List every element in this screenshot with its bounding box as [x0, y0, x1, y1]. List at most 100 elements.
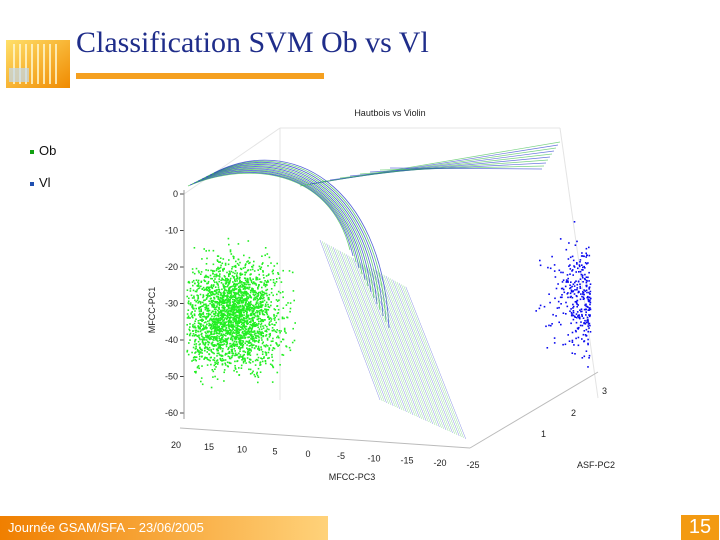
- data-point: [237, 286, 240, 289]
- data-point: [219, 330, 222, 333]
- data-point: [203, 276, 206, 279]
- legend-item-vl: Vl: [30, 175, 51, 190]
- data-point: [207, 309, 209, 311]
- data-point: [222, 341, 224, 343]
- data-point: [227, 322, 230, 324]
- x-tick-label: -25: [466, 460, 479, 470]
- data-point: [223, 293, 225, 295]
- data-point: [212, 285, 215, 287]
- data-point: [227, 298, 230, 300]
- data-point: [220, 340, 222, 343]
- data-point: [194, 290, 197, 293]
- data-point: [294, 322, 296, 324]
- data-point: [222, 333, 225, 336]
- data-point: [215, 281, 218, 283]
- data-point: [585, 281, 588, 284]
- data-point: [207, 314, 210, 316]
- data-point: [277, 290, 280, 293]
- data-point: [258, 339, 260, 341]
- data-point: [580, 293, 582, 295]
- data-point: [266, 253, 269, 255]
- z-tick-label: 3: [602, 386, 607, 396]
- data-point: [585, 308, 587, 311]
- data-point: [567, 281, 569, 283]
- data-point: [216, 360, 218, 362]
- data-point: [221, 277, 223, 280]
- data-point: [246, 333, 248, 335]
- data-point: [218, 352, 220, 354]
- data-point: [223, 268, 225, 270]
- data-point: [223, 289, 226, 292]
- data-point: [224, 328, 227, 331]
- data-point: [236, 343, 239, 345]
- data-point: [546, 347, 549, 349]
- data-point: [268, 349, 270, 351]
- data-point: [579, 259, 582, 261]
- data-point: [252, 291, 254, 293]
- data-point: [246, 286, 249, 289]
- data-point: [236, 320, 238, 323]
- data-point: [535, 310, 537, 312]
- data-point: [216, 255, 219, 257]
- data-point: [567, 296, 569, 299]
- data-point: [210, 332, 212, 334]
- data-point: [214, 363, 217, 365]
- data-point: [237, 356, 240, 358]
- boundary-curve: [209, 161, 384, 317]
- data-point: [192, 279, 195, 282]
- data-point: [217, 322, 220, 324]
- data-point: [581, 252, 583, 254]
- data-point: [205, 298, 208, 300]
- data-point: [575, 321, 578, 324]
- data-point: [210, 277, 212, 280]
- data-point: [251, 324, 253, 326]
- data-point: [244, 271, 246, 274]
- data-point: [242, 344, 244, 347]
- data-point: [255, 335, 257, 337]
- data-point: [562, 279, 565, 281]
- data-point: [588, 354, 591, 357]
- data-point: [221, 297, 223, 299]
- data-point: [240, 306, 242, 308]
- data-point: [256, 324, 259, 326]
- data-point: [247, 330, 249, 332]
- data-point: [241, 294, 243, 296]
- data-point: [248, 361, 251, 363]
- data-point: [195, 359, 197, 362]
- data-point: [193, 295, 195, 298]
- data-point: [189, 329, 191, 332]
- data-point: [233, 336, 236, 339]
- data-point: [232, 319, 234, 321]
- data-point: [254, 293, 257, 296]
- data-point: [260, 357, 262, 359]
- data-point: [251, 308, 253, 310]
- data-point: [194, 358, 196, 361]
- data-point: [257, 332, 260, 335]
- data-point: [247, 322, 249, 325]
- data-point: [259, 363, 262, 366]
- data-point: [238, 301, 240, 304]
- boundary-surface-line: [332, 247, 394, 407]
- data-point: [268, 306, 271, 309]
- data-point: [257, 356, 260, 359]
- data-point: [217, 309, 219, 312]
- data-point: [244, 332, 246, 335]
- data-point: [235, 322, 237, 324]
- data-point: [567, 280, 569, 282]
- data-point: [257, 317, 260, 319]
- data-point: [212, 299, 214, 302]
- data-point: [265, 301, 268, 304]
- data-point: [224, 362, 226, 365]
- data-point: [255, 277, 257, 279]
- data-point: [289, 302, 292, 304]
- boundary-surface-line: [370, 267, 431, 424]
- data-point: [589, 303, 591, 306]
- data-point: [199, 348, 202, 351]
- data-point: [263, 313, 266, 316]
- legend-marker-vl: [30, 181, 34, 186]
- data-point: [193, 272, 196, 275]
- data-point: [266, 279, 269, 282]
- data-point: [257, 284, 260, 286]
- data-point: [236, 354, 239, 356]
- data-point: [557, 300, 560, 303]
